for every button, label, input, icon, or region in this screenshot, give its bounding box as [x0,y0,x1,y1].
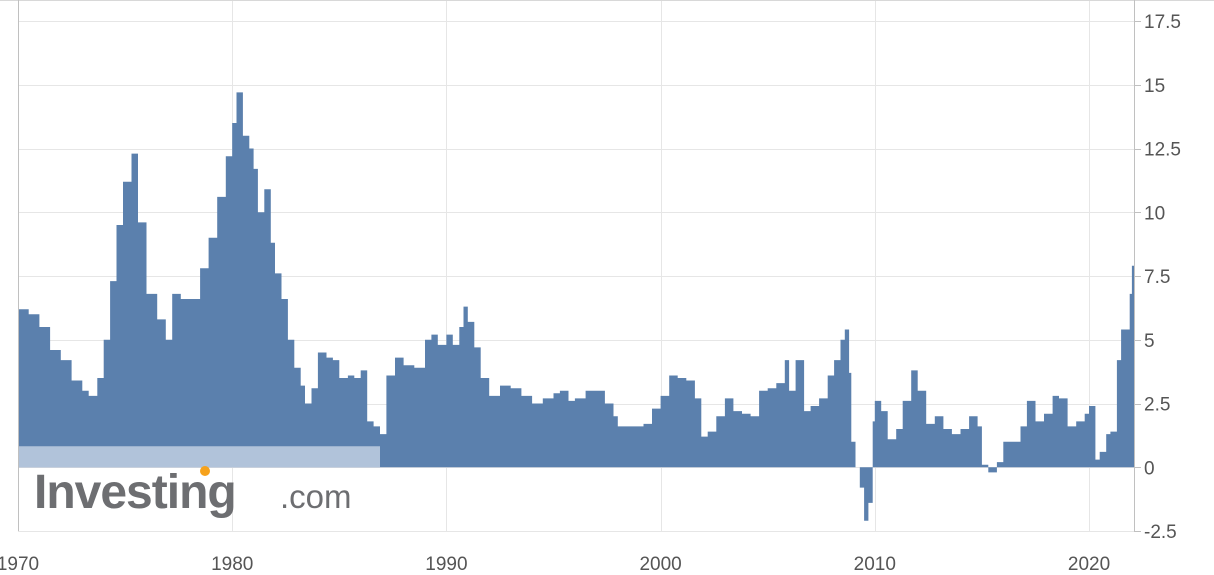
x-tick-label-3: 2000 [639,554,681,575]
series-area [18,92,1134,521]
axes [18,0,1141,532]
y-tick-label-4: 7.5 [1144,267,1170,288]
y-tick-label-0: 17.5 [1144,12,1181,33]
x-tick-label-1: 1980 [211,554,253,575]
y-tick-label-7: 0 [1144,458,1155,479]
y-tick-label-3: 10 [1144,203,1165,224]
y-tick-label-5: 5 [1144,331,1155,352]
x-tick-label-2: 1990 [425,554,467,575]
x-tick-labels: 1970 1980 1990 2000 2010 2020 [0,554,1110,575]
y-tick-label-2: 12.5 [1144,140,1181,161]
y-tick-labels: 17.5 15 12.5 10 7.5 5 2.5 0 -2.5 [1144,12,1181,543]
y-tick-label-1: 15 [1144,76,1165,97]
y-tick-label-6: 2.5 [1144,395,1170,416]
watermark-band [18,446,380,468]
y-tick-label-8: -2.5 [1144,522,1177,543]
x-tick-label-0: 1970 [0,554,39,575]
x-tick-label-5: 2020 [1068,554,1110,575]
x-tick-label-4: 2010 [854,554,896,575]
